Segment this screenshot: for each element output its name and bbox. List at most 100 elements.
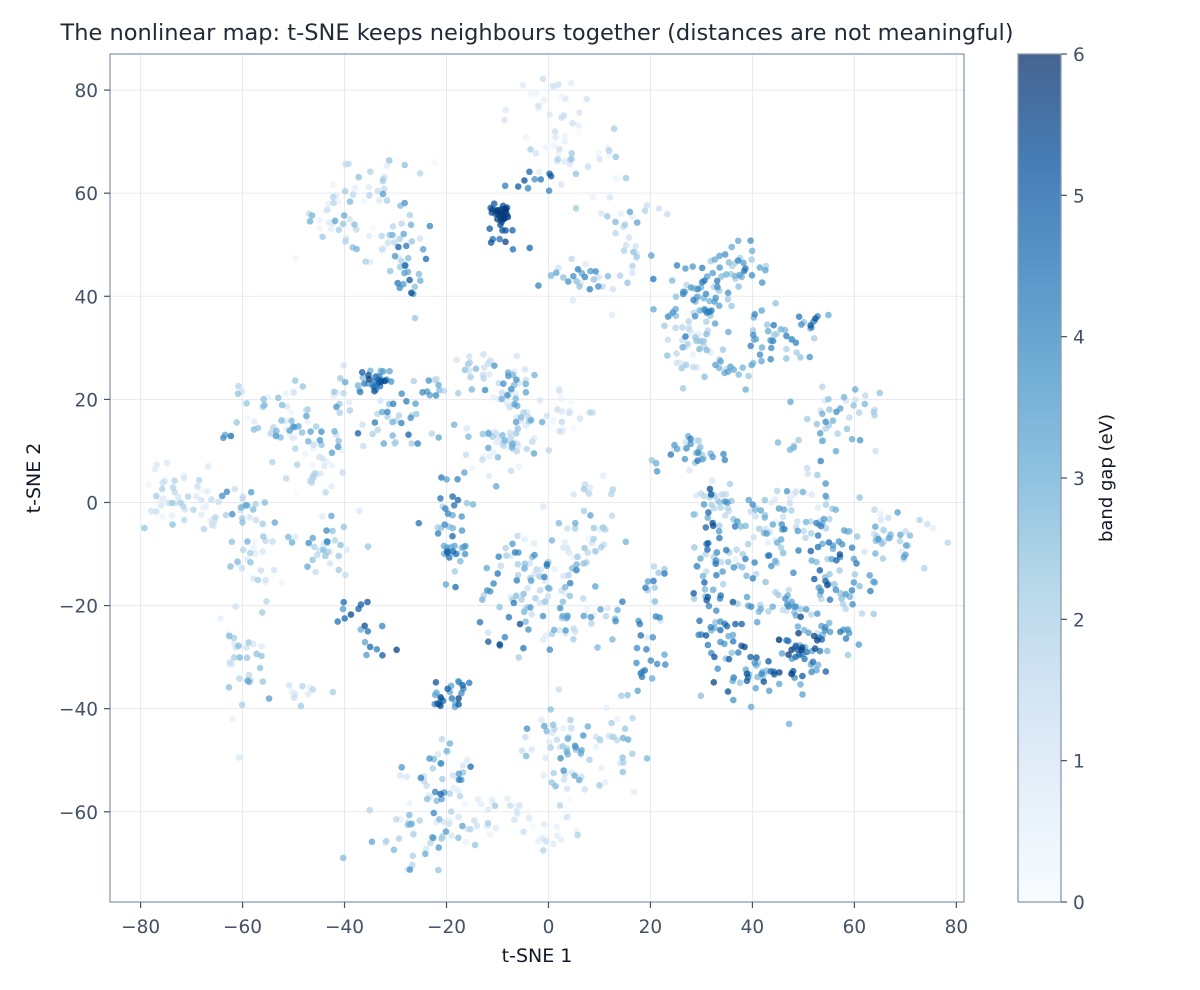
data-point <box>361 622 369 630</box>
data-point <box>396 235 404 243</box>
data-point <box>513 448 521 455</box>
data-point <box>837 628 844 636</box>
data-point <box>563 614 571 621</box>
data-point <box>544 593 552 600</box>
data-point <box>758 670 765 678</box>
data-point <box>555 627 563 634</box>
data-point <box>762 266 769 274</box>
data-point <box>496 603 503 611</box>
data-point <box>275 394 282 402</box>
data-point <box>215 498 222 506</box>
data-point <box>461 366 469 374</box>
data-points <box>141 75 951 874</box>
data-point <box>309 461 316 469</box>
data-point <box>400 230 408 238</box>
data-point <box>751 506 759 514</box>
data-point <box>395 412 403 419</box>
data-point <box>458 513 466 520</box>
data-point <box>498 389 506 396</box>
data-point <box>570 491 577 498</box>
data-point <box>540 636 547 643</box>
data-point <box>234 390 242 398</box>
data-point <box>230 654 238 661</box>
data-point <box>354 382 362 389</box>
data-point <box>580 560 587 567</box>
data-point <box>423 795 431 803</box>
data-point <box>758 357 765 365</box>
data-point <box>697 555 704 562</box>
data-point <box>811 645 819 652</box>
data-point <box>792 488 800 496</box>
data-point <box>343 546 351 553</box>
data-point <box>643 755 651 762</box>
data-point <box>691 544 698 551</box>
data-point <box>818 437 826 445</box>
data-point <box>436 816 443 823</box>
data-point <box>749 575 757 582</box>
data-point <box>769 521 777 528</box>
data-point <box>359 374 367 382</box>
data-point <box>851 386 859 393</box>
data-point <box>449 772 457 779</box>
data-point <box>467 825 474 833</box>
data-point <box>808 557 815 564</box>
data-point <box>509 540 516 548</box>
data-point <box>608 512 616 520</box>
data-point <box>797 613 804 621</box>
data-point <box>433 689 440 696</box>
data-point <box>695 631 702 639</box>
data-point <box>617 210 624 217</box>
data-point <box>795 651 803 659</box>
data-point <box>381 185 388 193</box>
data-point <box>406 799 413 807</box>
data-point <box>562 627 569 634</box>
y-axis-ticks: −60 −40 −20 0 20 40 60 80 <box>59 81 110 824</box>
data-point <box>174 493 182 501</box>
data-point <box>633 644 641 652</box>
data-point <box>816 647 824 655</box>
data-point <box>335 566 343 574</box>
data-point <box>771 671 778 678</box>
data-point <box>570 425 578 432</box>
data-point <box>520 644 527 652</box>
data-point <box>222 511 230 519</box>
data-point <box>651 598 659 605</box>
data-point <box>360 442 367 450</box>
data-point <box>777 536 785 543</box>
data-point <box>320 546 327 554</box>
data-point <box>798 646 805 654</box>
data-point <box>309 534 317 542</box>
data-point <box>574 266 582 273</box>
data-point <box>576 109 583 116</box>
data-point <box>434 850 442 857</box>
data-point <box>638 673 646 681</box>
data-point <box>719 346 727 354</box>
data-point <box>521 366 529 373</box>
data-point <box>739 563 746 571</box>
data-point <box>820 515 828 523</box>
data-point <box>244 677 251 684</box>
data-point <box>553 832 561 839</box>
data-point <box>168 512 176 519</box>
data-point <box>415 270 423 278</box>
data-point <box>479 456 486 464</box>
data-point <box>799 488 807 496</box>
data-point <box>522 618 529 625</box>
data-point <box>560 572 567 580</box>
data-point <box>464 361 472 368</box>
data-point <box>633 219 641 226</box>
data-point <box>568 149 575 157</box>
data-point <box>234 558 241 565</box>
data-point <box>781 525 788 533</box>
data-point <box>825 539 833 546</box>
data-point <box>306 218 314 225</box>
data-point <box>730 674 737 681</box>
data-point <box>339 220 347 228</box>
data-point <box>664 336 672 344</box>
data-point <box>896 537 904 545</box>
data-point <box>717 638 724 646</box>
x-tick-label: −20 <box>427 917 466 938</box>
data-point <box>691 313 699 320</box>
data-point <box>622 538 630 546</box>
data-point <box>587 613 595 621</box>
